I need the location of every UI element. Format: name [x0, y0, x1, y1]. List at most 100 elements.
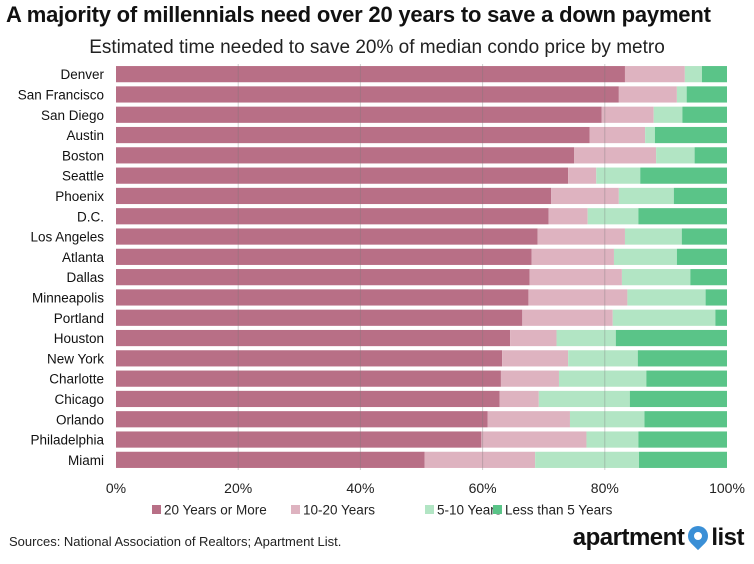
bar-segment [116, 390, 500, 408]
legend-swatch [291, 505, 300, 514]
bar-segment [568, 350, 638, 367]
category-label: Boston [62, 148, 104, 163]
bar-segment [424, 451, 536, 468]
bar-segment [116, 86, 619, 103]
bar-segment [684, 66, 702, 83]
bar-segment [116, 187, 552, 205]
x-tick-label: 80% [591, 480, 619, 496]
legend-swatch [425, 505, 434, 514]
category-label: Minneapolis [32, 290, 104, 305]
bar-segment [116, 126, 590, 144]
bar-segment [487, 411, 570, 428]
bar-segment [116, 451, 425, 468]
bar-segment [613, 248, 677, 265]
category-label: Atlanta [62, 250, 105, 265]
bar-segment [537, 228, 625, 245]
bar-segment [682, 106, 727, 123]
bar-segment [715, 309, 727, 326]
category-label: Orlando [56, 412, 104, 427]
category-label: Charlotte [49, 372, 104, 387]
category-label: Los Angeles [30, 230, 104, 245]
bar-segment [705, 289, 727, 306]
bar-segment [653, 106, 683, 123]
x-tick-label: 60% [469, 480, 497, 496]
category-label: D.C. [77, 209, 104, 224]
bar-segment [637, 350, 727, 367]
bar-segment [639, 451, 727, 468]
bar-segment [615, 329, 727, 347]
legend-label: 10-20 Years [303, 503, 375, 518]
category-label: Houston [54, 331, 104, 346]
bar-segment [551, 187, 619, 205]
bar-segment [522, 309, 613, 326]
category-label: Portland [54, 311, 104, 326]
bar-segment [528, 289, 628, 306]
bar-segment [601, 106, 654, 123]
bar-segment [116, 309, 523, 326]
category-label: Chicago [54, 392, 104, 407]
bar-segment [694, 147, 727, 164]
bar-segment [481, 431, 587, 448]
bar-segment [629, 390, 727, 408]
bar-segment [686, 86, 727, 103]
bar-segment [645, 126, 655, 144]
x-tick-label: 20% [224, 480, 252, 496]
chart-subtitle: Estimated time needed to save 20% of med… [89, 37, 665, 58]
category-label: Denver [60, 67, 104, 82]
legend-swatch [152, 505, 161, 514]
bar-segment [502, 350, 569, 367]
x-tick-label: 40% [346, 480, 374, 496]
category-label: New York [47, 351, 104, 366]
x-tick-label: 100% [709, 480, 745, 496]
bar-segment [116, 350, 503, 367]
brand-logo: apartment list [572, 521, 744, 552]
bar-segment [621, 269, 691, 286]
bar-segment [500, 370, 559, 387]
bar-segment [627, 289, 706, 306]
bar-segment [673, 187, 727, 205]
bar-segment [690, 269, 727, 286]
bar-segment [116, 411, 488, 428]
bar-segment [568, 167, 597, 184]
bar-segment [701, 66, 727, 83]
category-label: Dallas [66, 270, 104, 285]
brand-word-apartment: apartment [572, 524, 685, 551]
bar-segment [574, 147, 657, 164]
bar-segment [499, 390, 539, 408]
bar-segment [644, 411, 727, 428]
bar-segment [676, 86, 687, 103]
bar-segment [538, 390, 630, 408]
bar-segment [638, 208, 727, 225]
legend-label: Less than 5 Years [505, 503, 613, 518]
bar-segment [646, 370, 727, 387]
bar-segment [116, 167, 569, 184]
legend-label: 20 Years or More [164, 503, 267, 518]
bar-segment [587, 208, 639, 225]
bar-segment [535, 451, 640, 468]
bar-segment [529, 269, 622, 286]
bar-segment [510, 329, 557, 347]
bar-segment [116, 208, 549, 225]
bar-segment [618, 187, 674, 205]
bar-segment [116, 370, 501, 387]
bar-segment [116, 228, 538, 245]
bar-segment [531, 248, 614, 265]
bar-segment [656, 147, 695, 164]
bar-segment [558, 370, 647, 387]
bar-segment [116, 289, 529, 306]
bar-segment [638, 431, 727, 448]
bar-segment [116, 329, 511, 347]
bar-segment [596, 167, 641, 184]
category-label: San Francisco [18, 87, 104, 102]
sources-note: Sources: National Association of Realtor… [9, 534, 342, 549]
bar-segment [556, 329, 616, 347]
brand-word-list: list [711, 524, 744, 551]
bar-segment [612, 309, 716, 326]
category-label: Phoenix [55, 189, 104, 204]
bar-segment [116, 147, 575, 164]
bar-segment [624, 228, 682, 245]
map-pin-icon [684, 521, 713, 550]
category-label: Philadelphia [30, 433, 104, 448]
bar-segment [116, 431, 482, 448]
